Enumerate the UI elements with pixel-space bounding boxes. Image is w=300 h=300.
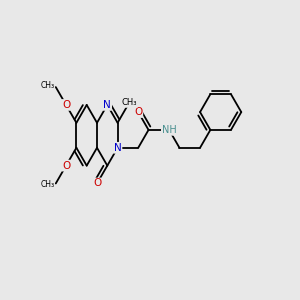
Text: O: O <box>93 178 101 188</box>
Text: N: N <box>103 100 111 110</box>
Text: CH₃: CH₃ <box>40 180 54 189</box>
Text: O: O <box>62 160 70 171</box>
Text: O: O <box>62 100 70 110</box>
Text: CH₃: CH₃ <box>40 81 54 90</box>
Text: CH₃: CH₃ <box>122 98 137 107</box>
Text: NH: NH <box>162 125 176 135</box>
Text: O: O <box>134 107 142 117</box>
Text: N: N <box>114 143 122 153</box>
